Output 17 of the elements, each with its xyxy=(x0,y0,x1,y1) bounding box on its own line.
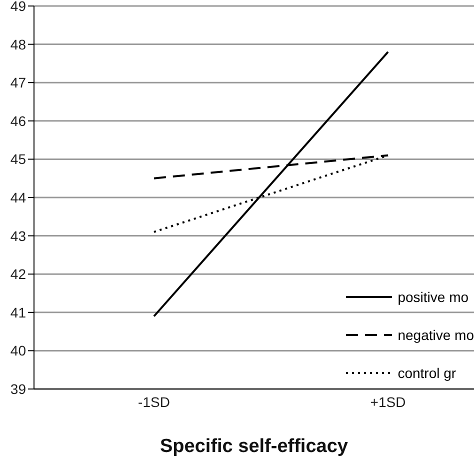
y-tick-label: 40 xyxy=(10,342,26,359)
y-tick-label: 39 xyxy=(10,380,26,397)
x-tick-label: -1SD xyxy=(138,394,170,410)
y-tick-label: 48 xyxy=(10,36,26,52)
x-axis-title: Specific self-efficacy xyxy=(160,436,348,457)
y-tick-label: 46 xyxy=(10,112,26,129)
legend-label: positive mo xyxy=(398,289,469,305)
y-tick-label: 45 xyxy=(10,151,26,168)
y-tick-label: 43 xyxy=(10,228,26,244)
y-tick-label: 42 xyxy=(10,266,26,282)
x-tick-label: +1SD xyxy=(370,394,406,410)
y-tick-label: 41 xyxy=(10,304,26,320)
legend-label: control gr xyxy=(398,365,456,381)
y-tick-label: 44 xyxy=(10,189,26,206)
legend-label: negative mo xyxy=(398,327,474,343)
y-tick-label: 49 xyxy=(10,0,26,14)
y-tick-label: 47 xyxy=(10,74,26,91)
